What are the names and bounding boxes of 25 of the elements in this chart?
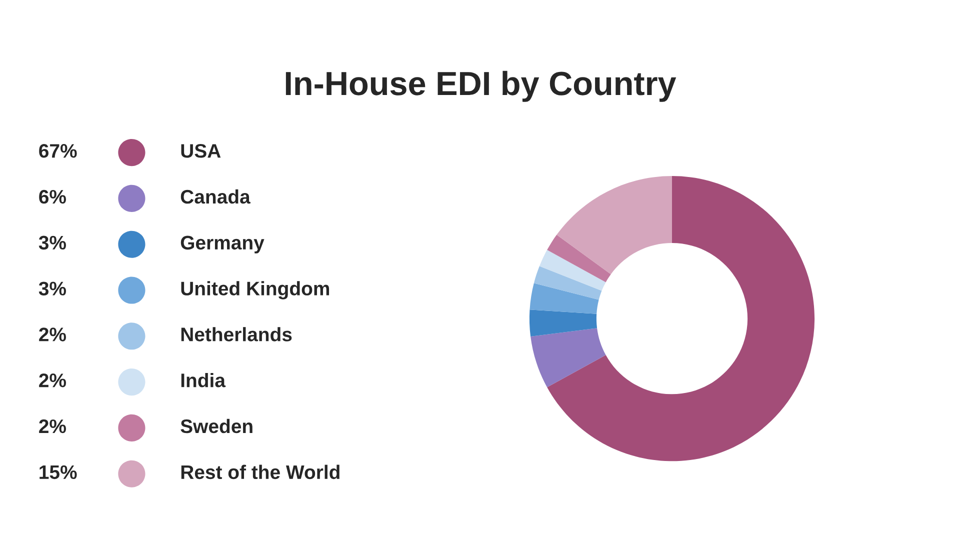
donut-slice: [539, 250, 606, 291]
donut-slice: [556, 176, 672, 274]
legend-label: Germany: [180, 236, 264, 254]
data-label: 15%: [40, 465, 77, 480]
data-label: 3%: [38, 236, 66, 250]
legend-label: Netherlands: [181, 327, 292, 342]
chart-title: In-House EDI by Country: [286, 70, 676, 102]
donut-slice: [534, 266, 602, 300]
data-label: 2%: [39, 328, 66, 342]
legend-label: India: [181, 372, 226, 388]
legend-label: Rest of the World: [181, 464, 340, 480]
donut-slice: [529, 310, 598, 336]
data-label: 2%: [39, 419, 66, 434]
donut-slice: [530, 328, 606, 388]
legend-label: USA: [181, 144, 221, 158]
legend-label: United Kingdom: [181, 281, 330, 300]
data-label: 6%: [39, 190, 66, 204]
legend-label: Canada: [180, 189, 250, 204]
data-label: 3%: [38, 282, 66, 296]
donut-slice: [530, 283, 599, 314]
data-label: 2%: [39, 374, 66, 388]
donut-slice: [547, 176, 815, 462]
legend-label: Sweden: [180, 418, 252, 434]
donut-slice: [547, 234, 611, 282]
data-label: 67%: [39, 144, 77, 158]
